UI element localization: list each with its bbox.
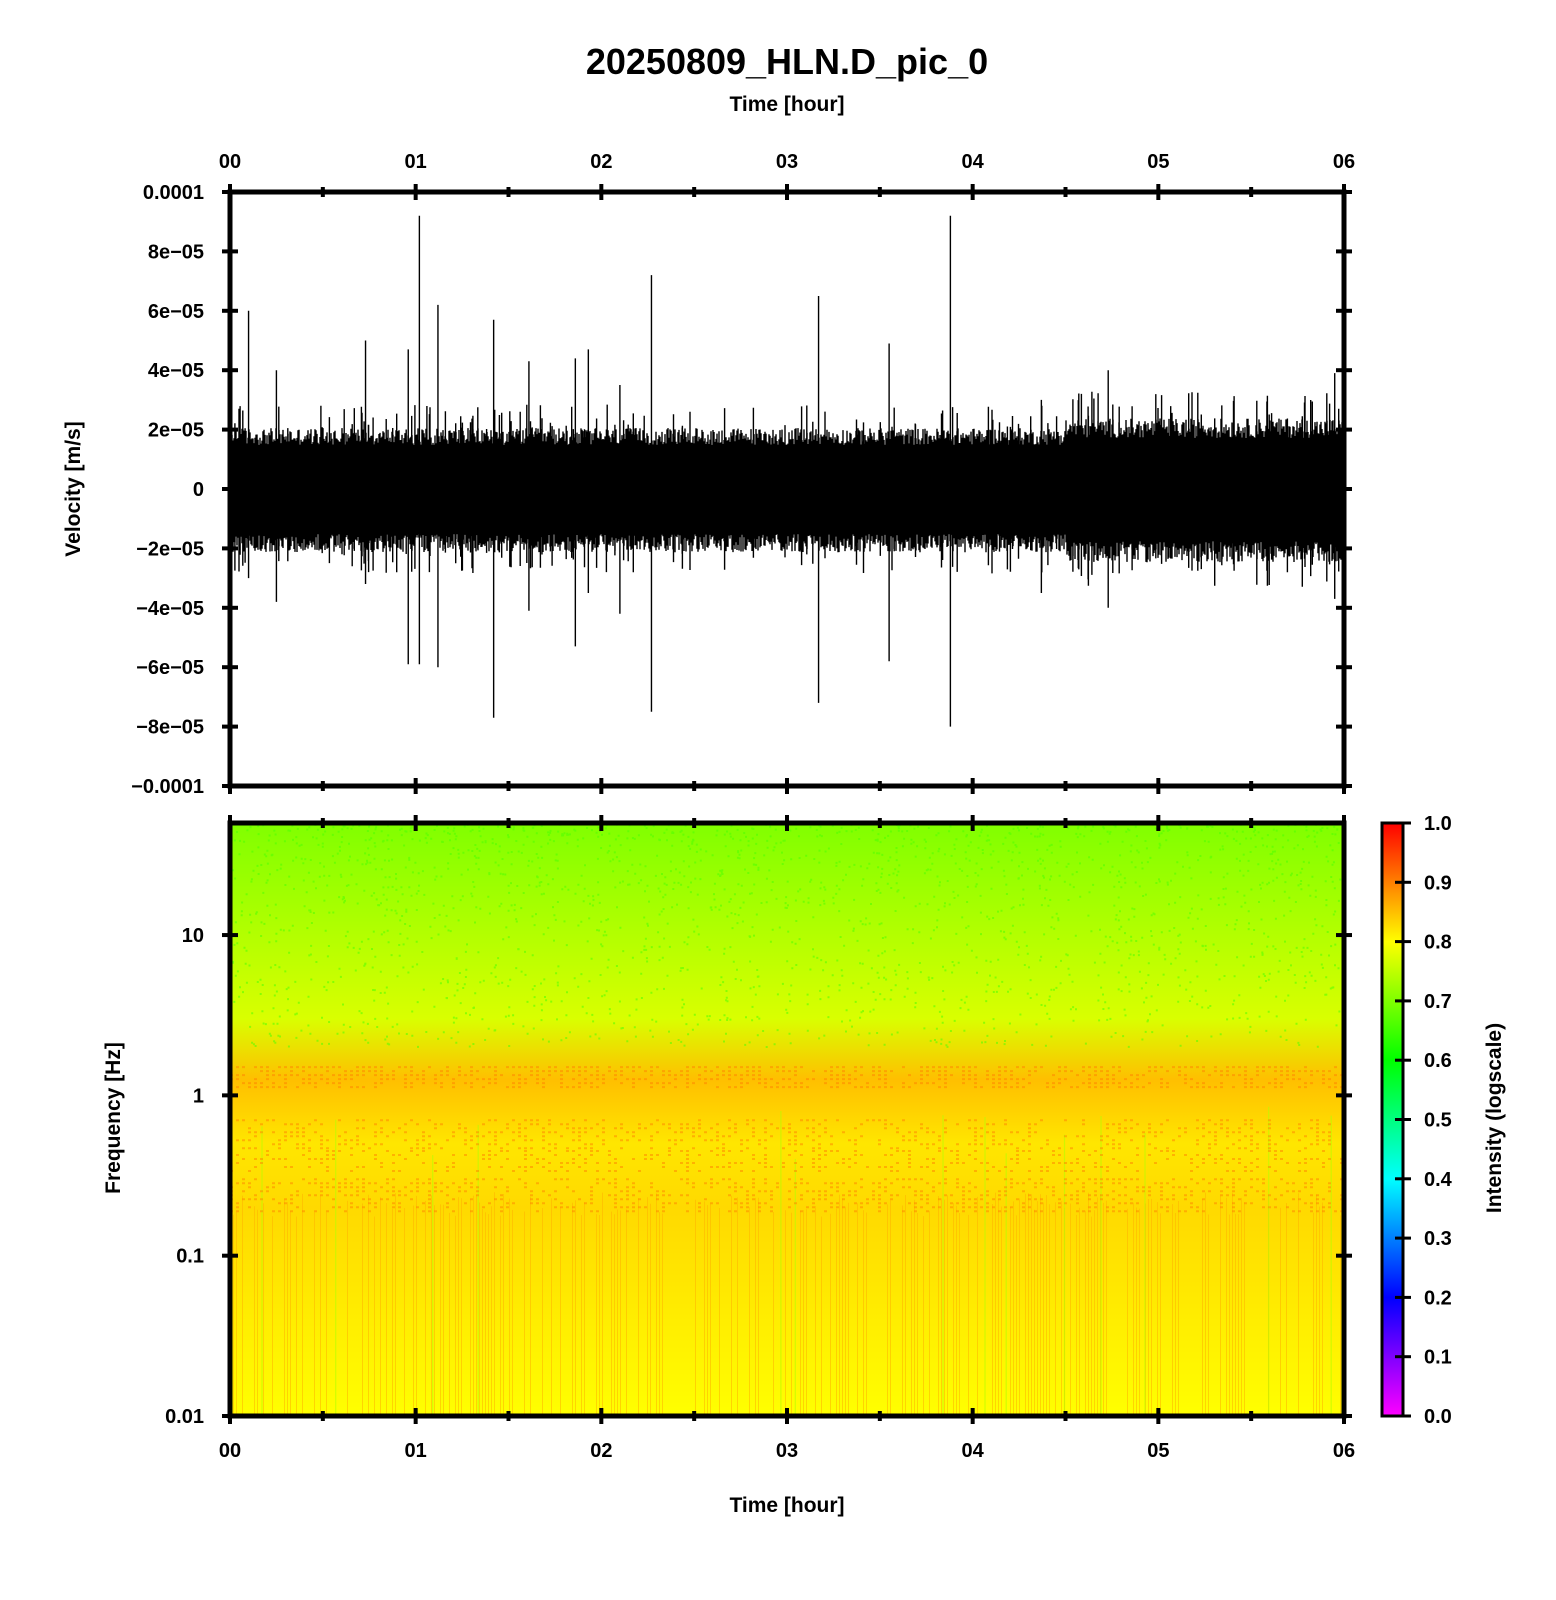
spectrogram-y-tick-label: 10 xyxy=(182,925,204,947)
top-x-tick-label: 00 xyxy=(219,151,241,173)
waveform-noise-band xyxy=(229,391,1345,587)
waveform-ylabel: Velocity [m/s] xyxy=(62,421,85,556)
colorbar-tick-label: 0.2 xyxy=(1424,1287,1452,1309)
spectrogram-y-tick-label: 0.01 xyxy=(165,1406,204,1428)
spectrogram-ticks: 00 01 02 03 04 05 06 10 1 0.1 0.01 xyxy=(165,815,1355,1462)
waveform-y-tick-label: −2e−05 xyxy=(136,538,204,560)
waveform-y-tick-label: 4e−05 xyxy=(148,360,204,382)
colorbar-tick-label: 1.0 xyxy=(1424,813,1452,835)
spectrogram-base xyxy=(230,823,1344,1416)
waveform-y-tick-label: 0.0001 xyxy=(143,182,204,204)
spectrogram-xlabel: Time [hour] xyxy=(729,1494,844,1517)
colorbar-tick-label: 0.4 xyxy=(1424,1169,1453,1191)
top-x-tick-label: 02 xyxy=(590,151,612,173)
spectrogram-y-tick-label: 0.1 xyxy=(176,1246,204,1268)
bottom-x-tick-label: 00 xyxy=(219,1440,241,1462)
waveform-y-tick-label: −0.0001 xyxy=(131,776,204,798)
waveform-y-tick-label: −4e−05 xyxy=(136,598,204,620)
top-x-tick-label: 04 xyxy=(962,151,985,173)
spectrogram-image xyxy=(230,823,1344,1416)
spectrogram-striations xyxy=(233,1192,1341,1416)
waveform-y-tick-label: 6e−05 xyxy=(148,301,204,323)
top-x-tick-label: 06 xyxy=(1333,151,1355,173)
spectrogram-ylabel: Frequency [Hz] xyxy=(102,1042,125,1194)
colorbar-label: Intensity (logscale) xyxy=(1483,1023,1506,1213)
bottom-x-tick-label: 01 xyxy=(405,1440,427,1462)
waveform-y-tick-label: −8e−05 xyxy=(136,717,204,739)
waveform-panel: 00 01 02 03 04 05 06 0.0001 8e−05 6e−05 4e−05 2e−05… xyxy=(62,151,1355,798)
waveform-ticks: 00 01 02 03 04 05 06 0.0001 8e−05 6e−05 4e−05 2e−05… xyxy=(131,151,1355,798)
top-x-tick-label: 05 xyxy=(1147,151,1169,173)
colorbar-tick-label: 0.1 xyxy=(1424,1347,1452,1369)
colorbar-tick-label: 0.0 xyxy=(1424,1406,1452,1428)
colorbar-tick-label: 0.9 xyxy=(1424,872,1452,894)
colorbar: 1.0 0.9 0.8 0.7 0.6 0.5 0.4 0.3 0.2 0.1 0.0 Intens… xyxy=(1380,813,1506,1428)
spectrogram-green-streaks xyxy=(261,1106,1332,1416)
bottom-x-tick-label: 04 xyxy=(962,1440,985,1462)
bottom-x-tick-label: 03 xyxy=(776,1440,798,1462)
colorbar-tick-label: 0.6 xyxy=(1424,1050,1452,1072)
waveform-y-tick-label: 0 xyxy=(193,479,204,501)
colorbar-tick-label: 0.5 xyxy=(1424,1110,1452,1132)
bottom-x-tick-label: 05 xyxy=(1147,1440,1169,1462)
waveform-y-tick-label: 2e−05 xyxy=(148,420,204,442)
top-x-tick-label: 01 xyxy=(405,151,427,173)
colorbar-ticks: 1.0 0.9 0.8 0.7 0.6 0.5 0.4 0.3 0.2 0.1 0.0 xyxy=(1395,813,1453,1428)
spectrogram-y-tick-label: 1 xyxy=(193,1085,204,1107)
spectrogram-microseism-bands xyxy=(230,1066,1343,1213)
figure-title: 20250809_HLN.D_pic_0 xyxy=(586,41,988,82)
waveform-y-tick-label: −6e−05 xyxy=(136,657,204,679)
bottom-x-tick-label: 02 xyxy=(590,1440,612,1462)
bottom-x-tick-label: 06 xyxy=(1333,1440,1355,1462)
waveform-trace xyxy=(229,215,1345,727)
colorbar-tick-label: 0.8 xyxy=(1424,932,1452,954)
colorbar-tick-label: 0.7 xyxy=(1424,991,1452,1013)
colorbar-tick-label: 0.3 xyxy=(1424,1228,1452,1250)
waveform-y-tick-label: 8e−05 xyxy=(148,241,204,263)
top-x-tick-label: 03 xyxy=(776,151,798,173)
top-xaxis-label: Time [hour] xyxy=(729,93,844,116)
